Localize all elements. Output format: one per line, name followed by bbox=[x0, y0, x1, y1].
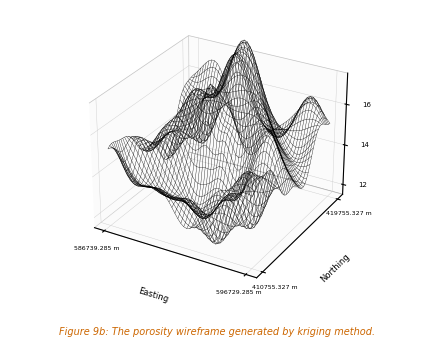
Y-axis label: Northing: Northing bbox=[319, 252, 351, 285]
X-axis label: Easting: Easting bbox=[137, 286, 170, 304]
Text: Figure 9b: The porosity wireframe generated by kriging method.: Figure 9b: The porosity wireframe genera… bbox=[59, 327, 375, 337]
